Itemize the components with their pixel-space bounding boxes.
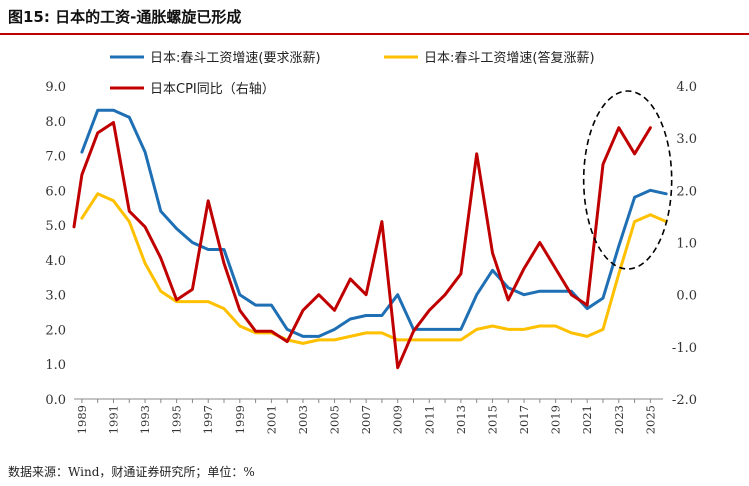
x-tick-label: 2011 [422, 405, 436, 434]
y-left-tick-label: 8.0 [45, 115, 66, 130]
y-left-tick-label: 4.0 [45, 254, 66, 269]
y-right-tick-label: 4.0 [676, 80, 697, 95]
x-tick-label: 2003 [296, 405, 310, 434]
y-left-tick-label: 5.0 [45, 219, 66, 234]
series-line-2 [80, 192, 668, 345]
y-left-tick-label: 9.0 [45, 80, 66, 95]
x-tick-label: 1989 [75, 405, 89, 434]
y-right-tick-label: -1.0 [672, 341, 697, 356]
y-right-tick-label: 2.0 [676, 184, 697, 199]
x-tick-label: 2001 [264, 405, 278, 434]
x-tick-label: 2007 [359, 405, 373, 434]
x-tick-label: 2005 [328, 405, 342, 434]
x-tick-label: 2013 [454, 405, 468, 434]
y-left-tick-label: 7.0 [45, 150, 66, 165]
y-left-tick-label: 1.0 [45, 358, 66, 373]
x-tick-label: 2015 [485, 405, 499, 434]
legend: 日本:春斗工资增速(要求涨薪) 日本:春斗工资增速(答复涨薪) 日本CPI同比（右轴… [110, 50, 595, 97]
x-tick-label: 2017 [517, 405, 531, 434]
line-chart: 0.0 1.0 2.0 3.0 4.0 5.0 6.0 7.0 8.0 9.0 -2.0 -1.0 0.… [45, 50, 697, 434]
y-right-tick-label: 1.0 [676, 237, 697, 252]
y-left-tick-label: 0.0 [45, 393, 66, 408]
source-note: 数据来源：Wind，财通证券研究所；单位：% [8, 465, 255, 479]
x-tick-label: 2019 [549, 405, 563, 434]
x-tick-label: 2025 [643, 405, 657, 434]
y-left-tick-label: 2.0 [45, 323, 66, 338]
x-tick-label: 1991 [106, 405, 120, 434]
x-tick-label: 1999 [233, 405, 247, 434]
dashed-ellipse-annotation [582, 90, 673, 270]
legend-label-1: 日本:春斗工资增速(要求涨薪) [150, 51, 321, 66]
y-right-tick-label: 0.0 [676, 289, 697, 304]
legend-label-3: 日本CPI同比（右轴） [150, 82, 275, 97]
x-tick-label: 1997 [201, 405, 215, 434]
x-tick-label: 2021 [580, 405, 594, 434]
annotations [582, 90, 673, 270]
y-right-tick-label: -2.0 [672, 393, 697, 408]
series-line-3 [72, 121, 652, 370]
x-tick-label: 1995 [170, 405, 184, 434]
x-tick-label: 2009 [391, 405, 405, 434]
axis-ticks: 0.0 1.0 2.0 3.0 4.0 5.0 6.0 7.0 8.0 9.0 -2.0 -1.0 0.… [45, 80, 697, 434]
y-right-tick-label: 3.0 [676, 132, 697, 147]
x-tick-label: 1993 [138, 405, 152, 434]
y-left-tick-label: 6.0 [45, 184, 66, 199]
title-rule [0, 33, 749, 35]
y-left-tick-label: 3.0 [45, 289, 66, 304]
chart-title: 图15: 日本的工资-通胀螺旋已形成 [8, 8, 242, 26]
legend-label-2: 日本:春斗工资增速(答复涨薪) [424, 50, 595, 66]
series-line-1 [80, 108, 668, 338]
series-lines [72, 108, 668, 370]
x-tick-label: 2023 [612, 405, 626, 434]
